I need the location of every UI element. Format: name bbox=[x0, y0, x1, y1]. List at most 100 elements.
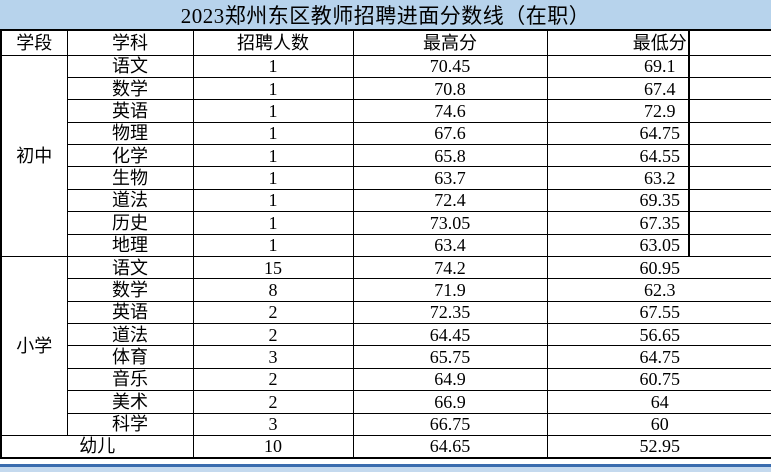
count-cell: 1 bbox=[192, 143, 354, 168]
max-score-cell: 74.2 bbox=[352, 255, 548, 280]
subject-cell: 地理 bbox=[66, 233, 194, 257]
table-row: 科学 3 66.75 60 bbox=[1, 412, 771, 436]
bottom-white-strip bbox=[0, 459, 771, 464]
max-score-cell: 72.4 bbox=[352, 188, 548, 213]
count-cell: 8 bbox=[192, 278, 354, 302]
min-score-cell: 64.55 bbox=[546, 143, 771, 168]
stage-cell: 小学 bbox=[0, 255, 68, 436]
header-count: 招聘人数 bbox=[192, 29, 354, 56]
subject-cell: 历史 bbox=[66, 211, 194, 235]
subject-cell: 语文 bbox=[66, 255, 194, 280]
max-score-cell: 67.6 bbox=[352, 121, 548, 146]
max-score-cell: 66.75 bbox=[352, 412, 548, 436]
partial-gridline bbox=[688, 29, 690, 256]
count-cell: 15 bbox=[192, 255, 354, 280]
subject-cell: 语文 bbox=[66, 54, 194, 78]
subject-cell: 数学 bbox=[66, 278, 194, 302]
min-score-cell: 67.4 bbox=[546, 76, 771, 101]
page-title: 2023郑州东区教师招聘进面分数线（在职） bbox=[180, 3, 591, 28]
table-row: 体育 3 65.75 64.75 bbox=[1, 345, 771, 369]
min-score-cell: 63.2 bbox=[546, 166, 771, 190]
header-min-score: 最低分 bbox=[546, 29, 771, 56]
count-cell: 3 bbox=[192, 412, 354, 436]
subject-cell: 化学 bbox=[66, 143, 194, 168]
table-row: 音乐 2 64.9 60.75 bbox=[1, 367, 771, 392]
min-score-cell: 69.1 bbox=[546, 54, 771, 78]
count-cell: 2 bbox=[192, 367, 354, 392]
table-row-kindergarten: 幼儿 10 64.65 52.95 bbox=[0, 434, 771, 459]
stage-subject-cell: 幼儿 bbox=[0, 434, 194, 459]
subject-cell: 道法 bbox=[66, 188, 194, 213]
table-row: 地理 1 63.4 63.05 bbox=[1, 233, 771, 257]
min-score-cell: 63.05 bbox=[546, 233, 771, 257]
window-frame-strip bbox=[0, 466, 771, 472]
max-score-cell: 65.8 bbox=[352, 143, 548, 168]
window-bottom-edge bbox=[0, 459, 771, 472]
table-row: 道法 2 64.45 56.65 bbox=[1, 322, 771, 347]
max-score-cell: 64.65 bbox=[352, 434, 548, 459]
max-score-cell: 74.6 bbox=[352, 99, 548, 123]
subject-cell: 科学 bbox=[66, 412, 194, 436]
count-cell: 1 bbox=[192, 188, 354, 213]
min-score-cell: 64.75 bbox=[546, 121, 771, 146]
subject-cell: 美术 bbox=[66, 390, 194, 414]
min-score-cell: 60.75 bbox=[546, 367, 771, 392]
count-cell: 1 bbox=[192, 121, 354, 146]
header-stage: 学段 bbox=[0, 29, 68, 56]
header-max-score: 最高分 bbox=[352, 29, 548, 56]
count-cell: 10 bbox=[192, 434, 354, 459]
subject-cell: 道法 bbox=[66, 322, 194, 347]
count-cell: 1 bbox=[192, 76, 354, 101]
window-border-line bbox=[0, 464, 771, 467]
table-row: 美术 2 66.9 64 bbox=[1, 390, 771, 414]
min-score-cell: 67.35 bbox=[546, 211, 771, 235]
subject-cell: 体育 bbox=[66, 345, 194, 369]
max-score-cell: 64.9 bbox=[352, 367, 548, 392]
min-score-cell: 72.9 bbox=[546, 99, 771, 123]
table-row: 英语 1 74.6 72.9 bbox=[1, 99, 771, 123]
count-cell: 3 bbox=[192, 345, 354, 369]
count-cell: 2 bbox=[192, 300, 354, 325]
count-cell: 2 bbox=[192, 322, 354, 347]
header-subject: 学科 bbox=[66, 29, 194, 56]
table-row: 初中 语文 1 70.45 69.1 bbox=[0, 54, 771, 257]
min-score-cell: 52.95 bbox=[546, 434, 771, 459]
table-row: 物理 1 67.6 64.75 bbox=[1, 121, 771, 146]
table-row: 小学 语文 15 74.2 60.95 bbox=[0, 255, 771, 436]
score-table-body: 初中 语文 1 70.45 69.1 数学 1 70.8 67.4 英语 1 74.6 72.9 物理 1 6… bbox=[0, 54, 771, 459]
table-row: 道法 1 72.4 69.35 bbox=[1, 188, 771, 213]
max-score-cell: 65.75 bbox=[352, 345, 548, 369]
min-score-cell: 62.3 bbox=[546, 278, 771, 302]
min-score-cell: 60 bbox=[546, 412, 771, 436]
subject-cell: 音乐 bbox=[66, 367, 194, 392]
table-row: 英语 2 72.35 67.55 bbox=[1, 300, 771, 325]
score-table: 学段 学科 招聘人数 最高分 最低分 初中 语文 1 70.45 69.1 数学 1 70.8… bbox=[0, 29, 771, 459]
max-score-cell: 70.8 bbox=[352, 76, 548, 101]
max-score-cell: 64.45 bbox=[352, 322, 548, 347]
table-row: 数学 8 71.9 62.3 bbox=[1, 278, 771, 302]
table-row: 生物 1 63.7 63.2 bbox=[1, 166, 771, 190]
min-score-cell: 64.75 bbox=[546, 345, 771, 369]
subject-cell: 英语 bbox=[66, 300, 194, 325]
max-score-cell: 71.9 bbox=[352, 278, 548, 302]
header-row: 学段 学科 招聘人数 最高分 最低分 bbox=[0, 29, 771, 56]
max-score-cell: 73.05 bbox=[352, 211, 548, 235]
min-score-cell: 56.65 bbox=[546, 322, 771, 347]
table-row: 历史 1 73.05 67.35 bbox=[1, 211, 771, 235]
subject-cell: 数学 bbox=[66, 76, 194, 101]
count-cell: 1 bbox=[192, 54, 354, 78]
subject-cell: 生物 bbox=[66, 166, 194, 190]
max-score-cell: 63.4 bbox=[352, 233, 548, 257]
subject-cell: 英语 bbox=[66, 99, 194, 123]
min-score-cell: 69.35 bbox=[546, 188, 771, 213]
table-row: 化学 1 65.8 64.55 bbox=[1, 143, 771, 168]
min-score-cell: 64 bbox=[546, 390, 771, 414]
min-score-cell: 60.95 bbox=[546, 255, 771, 280]
subject-cell: 物理 bbox=[66, 121, 194, 146]
count-cell: 1 bbox=[192, 211, 354, 235]
max-score-cell: 70.45 bbox=[352, 54, 548, 78]
max-score-cell: 63.7 bbox=[352, 166, 548, 190]
count-cell: 1 bbox=[192, 166, 354, 190]
stage-cell: 初中 bbox=[0, 54, 68, 257]
